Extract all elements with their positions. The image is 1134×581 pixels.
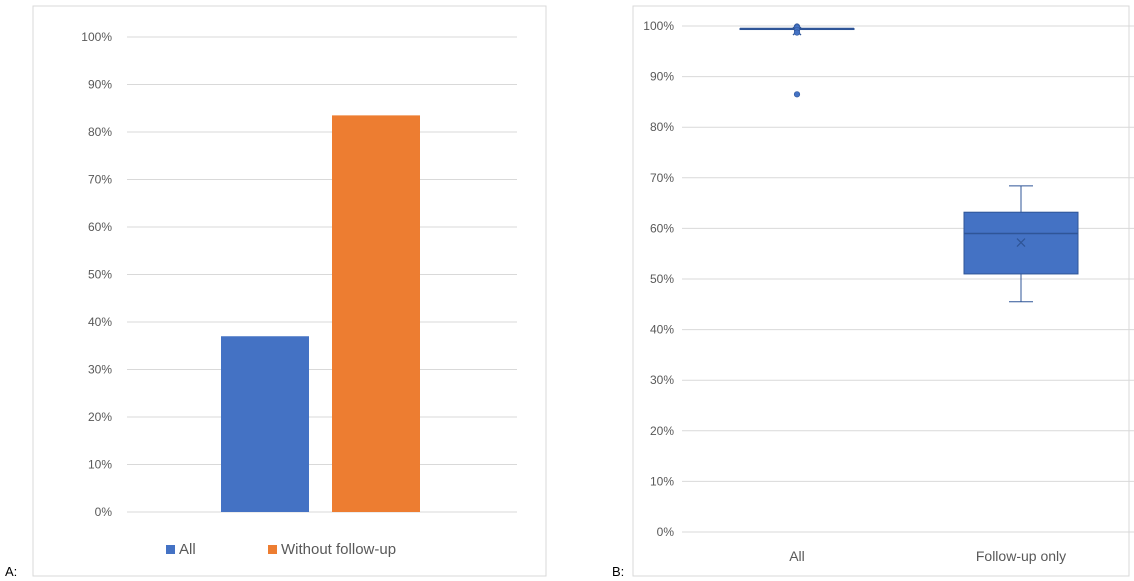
panel-b-x-axis: All Follow-up only (789, 548, 1066, 564)
y-tick-label: 50% (88, 268, 112, 282)
y-tick-label: 0% (657, 525, 675, 539)
y-tick-label: 60% (88, 220, 112, 234)
y-tick-label: 70% (650, 171, 674, 185)
y-tick-label: 80% (88, 125, 112, 139)
bar-without-follow-up (332, 115, 420, 512)
y-tick-label: 90% (88, 78, 112, 92)
y-tick-label: 0% (95, 505, 113, 519)
y-tick-label: 20% (650, 424, 674, 438)
outlier-point (793, 29, 801, 36)
legend-label: All (179, 541, 196, 558)
panel-a-legend: All Without follow-up (166, 541, 396, 558)
panel-b: 0% 10% 20% 30% 40% 50% 60% 70% 80% 90% 100% All Fol… (612, 5, 1134, 579)
mean-marker (1016, 238, 1026, 248)
panel-a: 0% 10% 20% 30% 40% 50% 60% 70% 80% 90% 100% All Wit… (5, 5, 547, 579)
panel-a-gridlines (127, 36, 517, 513)
panel-b-y-axis: 0% 10% 20% 30% 40% 50% 60% 70% 80% 90% 100% (643, 19, 674, 539)
legend-label: Without follow-up (281, 541, 396, 558)
y-tick-label: 60% (650, 221, 674, 235)
y-tick-label: 10% (650, 474, 674, 488)
panel-b-boxplots (739, 23, 1079, 303)
y-tick-label: 100% (81, 30, 112, 44)
y-tick-label: 20% (88, 410, 112, 424)
boxplot-all (739, 23, 855, 98)
panel-a-bars (221, 115, 420, 512)
y-tick-label: 70% (88, 173, 112, 187)
panel-a-y-axis: 0% 10% 20% 30% 40% 50% 60% 70% 80% 90% 100% (81, 30, 112, 519)
legend-swatch (268, 545, 277, 554)
y-tick-label: 40% (88, 315, 112, 329)
outlier-point (793, 91, 801, 98)
y-tick-label: 30% (88, 363, 112, 377)
y-tick-label: 50% (650, 272, 674, 286)
panel-b-frame (632, 5, 1130, 577)
panel-a-label: A: (5, 564, 17, 579)
bar-all (221, 336, 309, 512)
boxplot-follow-up-only (963, 185, 1079, 303)
panel-b-label: B: (612, 564, 624, 579)
y-tick-label: 10% (88, 458, 112, 472)
y-tick-label: 80% (650, 120, 674, 134)
x-tick-label: All (789, 548, 805, 564)
y-tick-label: 100% (643, 19, 674, 33)
legend-swatch (166, 545, 175, 554)
y-tick-label: 40% (650, 323, 674, 337)
y-tick-label: 90% (650, 70, 674, 84)
y-tick-label: 30% (650, 373, 674, 387)
x-tick-label: Follow-up only (976, 548, 1066, 564)
